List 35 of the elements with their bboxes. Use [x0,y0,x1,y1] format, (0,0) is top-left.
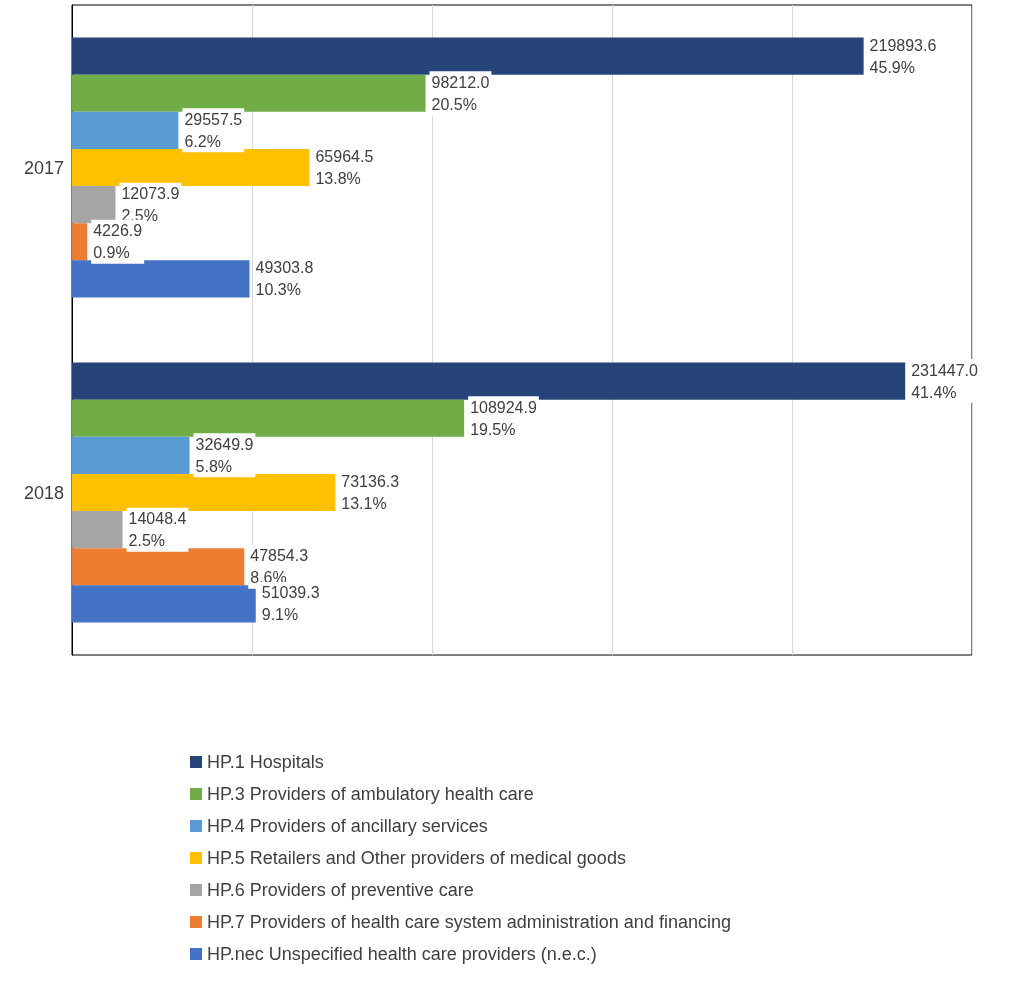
data-label: 108924.9 19.5% [470,398,537,438]
bar [72,186,116,224]
bar [72,473,336,512]
bar [72,260,250,298]
data-label: 231447.0 41.4% [911,361,979,401]
data-label: 51039.3 9.1% [261,584,320,624]
bar [72,111,179,149]
y-tick-label: 2017 [23,157,64,178]
legend-label: HP.nec Unspecified health care providers (n.e.c.) [207,944,597,964]
legend-label: HP.7 Providers of health care system administration and financing [207,912,731,932]
data-label: 14048.4 2.5% [128,510,187,550]
data-label: 29557.5 6.2% [184,110,243,150]
bar [72,74,426,112]
data-label: 65964.5 13.8% [315,148,374,187]
data-label: 98212.0 20.5% [431,73,490,113]
legend-label: HP.3 Providers of ambulatory health care [207,784,534,804]
y-tick-label: 2018 [23,482,64,503]
bar [72,511,123,549]
data-label: 73136.3 13.1% [341,473,400,512]
bar [72,223,88,261]
data-label: 4226.9 0.9% [93,222,143,262]
legend-label: HP.5 Retailers and Other providers of medical goods [207,848,626,868]
bar [72,436,190,474]
bar [72,148,310,187]
data-label: 219893.6 45.9% [869,36,937,76]
legend-label: HP.6 Providers of preventive care [207,880,474,900]
legend-label: HP.4 Providers of ancillary services [207,816,488,836]
bar [72,362,906,400]
bar [72,37,864,75]
bar [72,399,465,437]
bar [72,548,245,586]
data-label: 32649.9 5.8% [195,435,254,475]
data-label: 49303.8 10.3% [255,259,314,299]
bar [72,585,256,623]
legend-label: HP.1 Hospitals [207,752,324,772]
